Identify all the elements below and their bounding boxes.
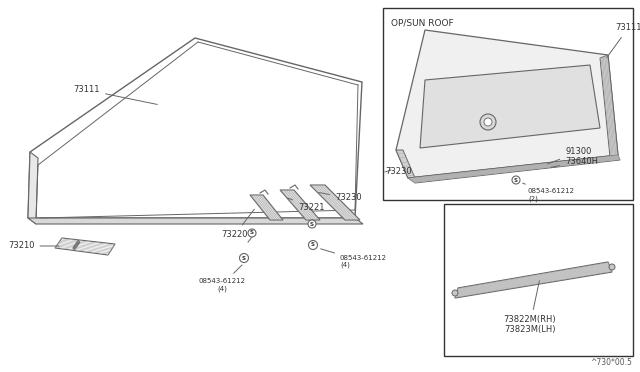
Circle shape [77, 241, 80, 244]
Polygon shape [310, 185, 360, 220]
Text: ^730*00.5: ^730*00.5 [590, 358, 632, 367]
Text: S: S [250, 231, 254, 235]
Polygon shape [280, 190, 320, 220]
Circle shape [308, 241, 317, 250]
Polygon shape [250, 195, 283, 220]
Circle shape [239, 253, 248, 263]
Polygon shape [408, 155, 620, 183]
Text: 73111: 73111 [607, 23, 640, 58]
Text: S: S [242, 256, 246, 260]
Text: 73230: 73230 [319, 192, 362, 202]
Text: 73640H: 73640H [551, 157, 598, 167]
Text: 08543-61212
(4): 08543-61212 (4) [321, 249, 387, 269]
Text: 08543-61212
(2): 08543-61212 (2) [523, 183, 575, 202]
Text: 08543-61212
(4): 08543-61212 (4) [198, 265, 246, 292]
Circle shape [76, 242, 79, 245]
Polygon shape [396, 30, 618, 178]
Text: S: S [514, 177, 518, 183]
Text: 91300: 91300 [548, 148, 591, 164]
Circle shape [480, 114, 496, 130]
Polygon shape [396, 150, 415, 178]
Text: 73111: 73111 [74, 86, 157, 105]
Circle shape [609, 264, 615, 270]
Polygon shape [600, 55, 618, 157]
Circle shape [484, 118, 492, 126]
Text: 73220: 73220 [221, 209, 254, 239]
Bar [444, 204, 633, 356]
Text: S: S [311, 243, 315, 247]
Polygon shape [55, 238, 115, 255]
Circle shape [73, 246, 76, 249]
Text: OP/SUN ROOF: OP/SUN ROOF [391, 18, 454, 27]
Circle shape [452, 290, 458, 296]
Circle shape [308, 220, 316, 228]
Bar [383, 8, 633, 200]
Text: 73230: 73230 [385, 167, 412, 176]
Text: 73822M(RH)
73823M(LH): 73822M(RH) 73823M(LH) [504, 281, 556, 334]
Polygon shape [455, 262, 612, 298]
Circle shape [74, 244, 77, 247]
Text: 73210: 73210 [8, 241, 60, 250]
Polygon shape [28, 218, 363, 224]
Polygon shape [420, 65, 600, 148]
Circle shape [248, 229, 256, 237]
Circle shape [512, 176, 520, 184]
Text: 73221: 73221 [287, 198, 324, 212]
Polygon shape [28, 152, 38, 224]
Polygon shape [28, 38, 362, 218]
Text: S: S [310, 221, 314, 227]
